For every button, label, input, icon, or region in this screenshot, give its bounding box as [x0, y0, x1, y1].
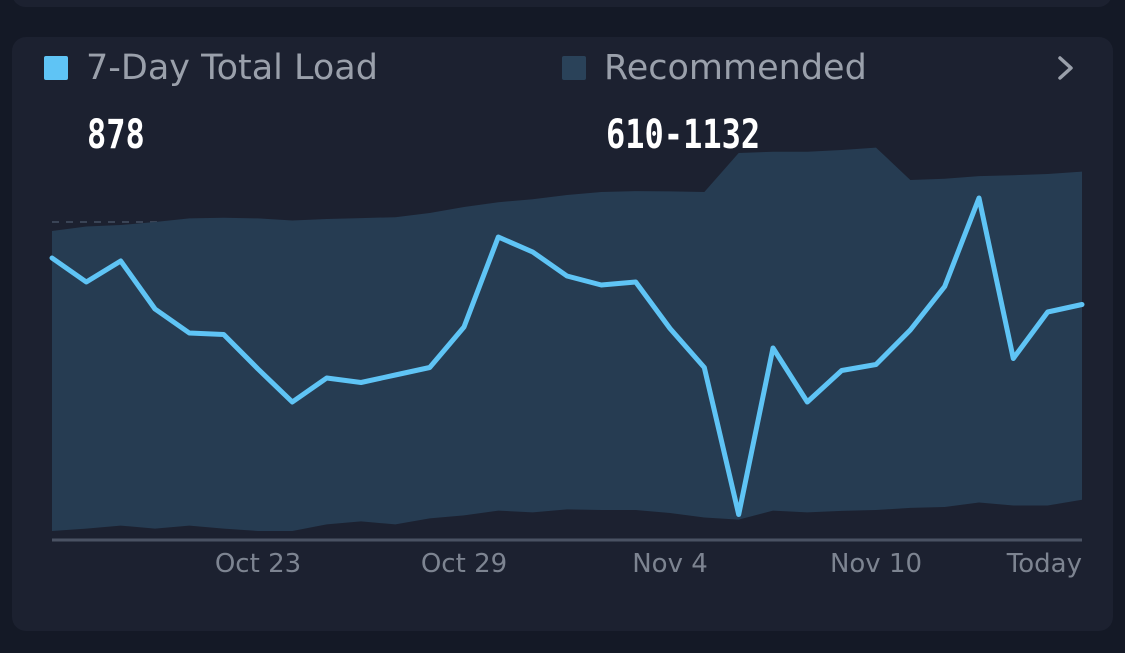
x-tick-label: Nov 10: [830, 549, 922, 579]
legend-total-load: 7-Day Total Load: [44, 48, 378, 88]
x-tick-label: Today: [1006, 549, 1082, 579]
x-axis-ticks: Oct 23 Oct 29 Nov 4 Nov 10 Today: [215, 549, 1082, 579]
total-load-swatch: [44, 56, 68, 80]
x-tick-label: Nov 4: [632, 549, 708, 579]
total-load-line: [49, 195, 1085, 517]
recommended-band: [52, 147, 1082, 531]
previous-card: [12, 0, 1112, 7]
recommended-value: 610-1132: [606, 112, 761, 158]
recommended-label: Recommended: [604, 48, 867, 88]
chevron-right-icon[interactable]: [1050, 50, 1080, 86]
x-tick-label: Oct 29: [421, 549, 507, 579]
recommended-swatch: [562, 56, 586, 80]
x-tick-label: Oct 23: [215, 549, 301, 579]
total-load-value: 878: [87, 112, 145, 158]
total-load-label: 7-Day Total Load: [86, 48, 378, 88]
legend-recommended: Recommended: [562, 48, 867, 88]
